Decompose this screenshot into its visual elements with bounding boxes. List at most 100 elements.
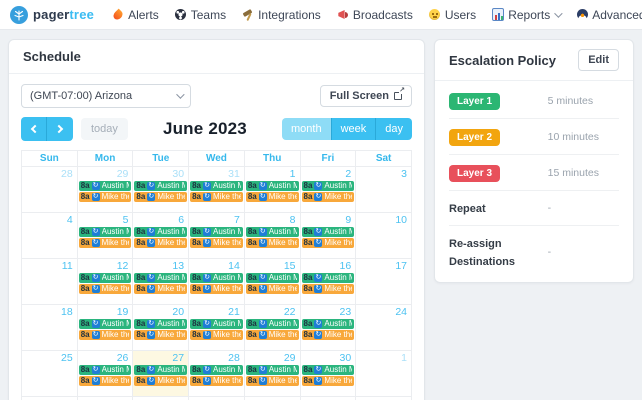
schedule-event[interactable]: 8a↻Austin Mil [301,273,355,283]
schedule-event[interactable]: 8a↻Austin Mil [190,319,243,329]
full-screen-button[interactable]: Full Screen [319,85,412,107]
schedule-event[interactable]: 8a↻Austin Mil [134,319,188,329]
schedule-event[interactable]: 8a↻Mike the M [245,376,299,386]
schedule-event[interactable]: 8a↻Mike the M [190,192,243,202]
schedule-event[interactable]: 8a↻Mike the M [190,238,243,248]
schedule-event[interactable]: 8a↻Austin Mil [245,273,299,283]
schedule-event[interactable]: 8a↻Mike the M [134,330,188,340]
day-cell-25[interactable]: 25 [21,350,78,397]
schedule-event[interactable]: 8a↻Mike the M [78,192,132,202]
schedule-event[interactable]: 8a↻Mike the M [134,238,188,248]
prev-button[interactable] [21,117,47,141]
day-cell-9[interactable]: 98a↻Austin Mil8a↻Mike the M [299,212,357,259]
view-button-day[interactable]: day [375,118,412,140]
timezone-select[interactable]: (GMT-07:00) Arizona [21,84,191,108]
schedule-event[interactable]: 8a↻Mike the M [134,192,188,202]
schedule-event[interactable]: 8a↻Austin Mil [245,365,299,375]
next-button[interactable] [47,117,73,141]
schedule-event[interactable]: 8a↻Mike the M [245,238,299,248]
schedule-event[interactable]: 8a↻Austin Mil [190,227,243,237]
day-cell-28[interactable]: 28 [21,166,78,213]
day-cell-2[interactable]: 2 [21,396,78,400]
nav-item-teams[interactable]: Teams [175,8,226,22]
day-cell-5[interactable]: 58a↻Austin Mil8a↻Mike the M [76,212,134,259]
day-cell-24[interactable]: 24 [355,304,412,351]
day-cell-6[interactable]: 6 [243,396,301,400]
schedule-event[interactable]: 8a↻Austin Mil [78,319,132,329]
schedule-event[interactable]: 8a↻Mike the M [190,376,243,386]
day-cell-10[interactable]: 10 [355,212,412,259]
schedule-event[interactable]: 8a↻Mike the M [190,284,243,294]
schedule-event[interactable]: 8a↻Austin Mil [245,319,299,329]
schedule-event[interactable]: 8a↻Mike the M [301,284,355,294]
schedule-event[interactable]: 8a↻Austin Mil [190,273,243,283]
day-cell-4[interactable]: 4 [132,396,190,400]
schedule-event[interactable]: 8a↻Mike the M [301,192,355,202]
schedule-event[interactable]: 8a↻Mike the M [78,330,132,340]
schedule-event[interactable]: 8a↻Austin Mil [134,227,188,237]
schedule-event[interactable]: 8a↻Mike the M [301,376,355,386]
schedule-event[interactable]: 8a↻Mike the M [134,376,188,386]
schedule-event[interactable]: 8a↻Mike the M [245,330,299,340]
schedule-event[interactable]: 8a↻Mike the M [78,376,132,386]
schedule-event[interactable]: 8a↻Mike the M [301,330,355,340]
day-cell-11[interactable]: 11 [21,258,78,305]
day-cell-7[interactable]: 7 [299,396,357,400]
schedule-event[interactable]: 8a↻Austin Mil [301,365,355,375]
nav-item-advanced[interactable]: Advanced [576,8,642,22]
schedule-event[interactable]: 8a↻Austin Mil [134,273,188,283]
schedule-event[interactable]: 8a↻Austin Mil [78,365,132,375]
day-cell-17[interactable]: 17 [355,258,412,305]
nav-item-alerts[interactable]: Alerts [112,8,159,22]
brand[interactable]: pagertree [10,5,94,24]
nav-item-reports[interactable]: Reports [492,8,563,22]
schedule-event[interactable]: 8a↻Austin Mil [78,227,132,237]
schedule-event[interactable]: 8a↻Mike the M [134,284,188,294]
schedule-event[interactable]: 8a↻Austin Mil [301,227,355,237]
schedule-event[interactable]: 8a↻Austin Mil [78,273,132,283]
schedule-event[interactable]: 8a↻Austin Mil [301,181,355,191]
day-cell-3[interactable]: 3 [76,396,134,400]
day-cell-2[interactable]: 28a↻Austin Mil8a↻Mike the M [299,166,357,213]
schedule-event[interactable]: 8a↻Austin Mil [190,365,243,375]
day-cell-4[interactable]: 4 [21,212,78,259]
nav-item-integrations[interactable]: Integrations [242,8,321,22]
nav-item-users[interactable]: Users [429,8,476,22]
day-cell-18[interactable]: 18 [21,304,78,351]
view-button-week[interactable]: week [330,118,376,140]
day-cell-6[interactable]: 68a↻Austin Mil8a↻Mike the M [132,212,190,259]
view-button-month[interactable]: month [281,118,331,140]
schedule-event[interactable]: 8a↻Mike the M [190,330,243,340]
schedule-event[interactable]: 8a↻Mike the M [78,284,132,294]
day-cell-5[interactable]: 5 [188,396,245,400]
schedule-event[interactable]: 8a↻Austin Mil [78,181,132,191]
schedule-event[interactable]: 8a↻Mike the M [245,192,299,202]
day-cell-7[interactable]: 78a↻Austin Mil8a↻Mike the M [188,212,245,259]
day-cell-8[interactable]: 8 [355,396,412,400]
day-cell-1[interactable]: 18a↻Austin Mil8a↻Mike the M [243,166,301,213]
schedule-event[interactable]: 8a↻Mike the M [301,238,355,248]
day-cell-1[interactable]: 1 [355,350,412,397]
nav-item-broadcasts[interactable]: Broadcasts [337,8,413,22]
schedule-event[interactable]: 8a↻Austin Mil [134,365,188,375]
schedule-event[interactable]: 8a↻Austin Mil [245,181,299,191]
day-cell-3[interactable]: 3 [355,166,412,213]
schedule-event[interactable]: 8a↻Austin Mil [301,319,355,329]
today-button[interactable]: today [81,118,128,140]
